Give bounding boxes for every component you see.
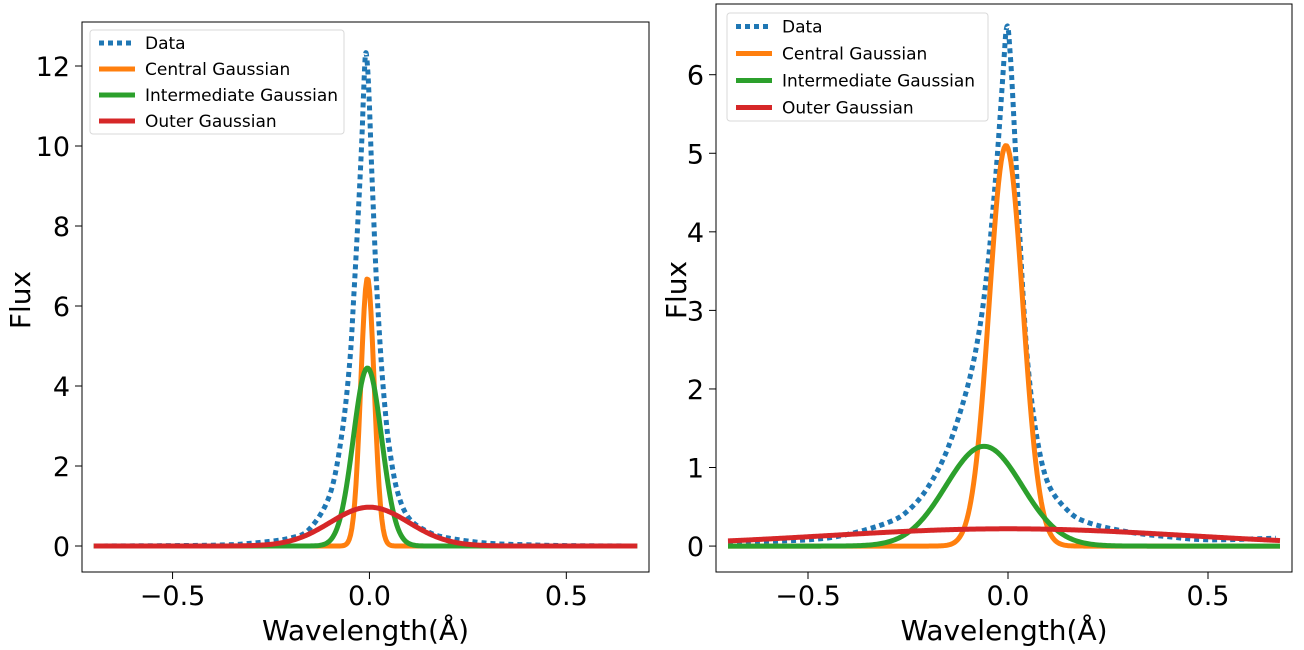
y-tick-label: 0 xyxy=(687,532,704,563)
y-tick-label: 3 xyxy=(687,296,704,327)
legend-label: Data xyxy=(145,34,186,54)
legend-label: Data xyxy=(782,18,823,38)
x-tick-label: −0.5 xyxy=(140,581,206,612)
legend-label: Outer Gaussian xyxy=(145,112,277,132)
x-tick-label: 0.0 xyxy=(348,581,391,612)
axes-frame xyxy=(715,3,1293,573)
y-tick-label: 4 xyxy=(53,372,70,403)
legend-label: Intermediate Gaussian xyxy=(145,86,338,106)
series-line-data xyxy=(727,23,1277,545)
y-tick-label: 5 xyxy=(687,139,704,170)
x-axis-label: Wavelength(Å) xyxy=(900,613,1107,647)
y-axis-label: Flux xyxy=(4,271,37,329)
series-line-intermediate-gaussian xyxy=(726,443,1282,549)
chart-panel-1: −0.5 0.0 0.5 0 2 4 6 8 10 12 Wavelength(Å) Flux Data… xyxy=(4,21,650,647)
plot-area xyxy=(726,23,1282,549)
legend-label: Intermediate Gaussian xyxy=(782,72,975,92)
plot-area xyxy=(92,50,639,549)
series-line-outer-gaussian xyxy=(92,504,639,549)
chart-panel-2: −0.5 0.0 0.5 0 1 2 3 4 5 6 Wavelength(Å) Flux Data Ce… xyxy=(660,3,1293,647)
legend-label: Central Gaussian xyxy=(782,45,927,65)
legend-label: Outer Gaussian xyxy=(782,99,914,119)
series-line-central-gaussian xyxy=(726,143,1282,549)
y-axis-label: Flux xyxy=(660,261,693,319)
y-tick-label: 10 xyxy=(36,132,70,163)
x-tick-label: 0.0 xyxy=(987,581,1030,612)
x-tick-label: −0.5 xyxy=(775,581,841,612)
x-axis-label: Wavelength(Å) xyxy=(262,613,469,647)
legend-box xyxy=(89,29,345,135)
y-tick-label: 8 xyxy=(53,212,70,243)
axes-frame xyxy=(81,21,650,573)
x-tick-label: 0.5 xyxy=(1187,581,1230,612)
x-tick-label: 0.5 xyxy=(545,581,588,612)
y-tick-label: 0 xyxy=(53,532,70,563)
y-tick-label: 2 xyxy=(687,375,704,406)
series-line-outer-gaussian xyxy=(726,526,1282,544)
series-line-intermediate-gaussian xyxy=(92,365,639,549)
y-tick-label: 12 xyxy=(36,52,70,83)
legend-box xyxy=(726,12,989,122)
y-tick-label: 6 xyxy=(687,61,704,92)
legend-label: Central Gaussian xyxy=(145,60,290,80)
y-tick-label: 6 xyxy=(53,292,70,323)
y-tick-label: 2 xyxy=(53,452,70,483)
legend: Data Central Gaussian Intermediate Gaussia… xyxy=(726,12,989,122)
y-tick-label: 1 xyxy=(687,454,704,485)
y-tick-label: 4 xyxy=(687,218,704,249)
legend: Data Central Gaussian Intermediate Gaussia… xyxy=(89,29,345,135)
